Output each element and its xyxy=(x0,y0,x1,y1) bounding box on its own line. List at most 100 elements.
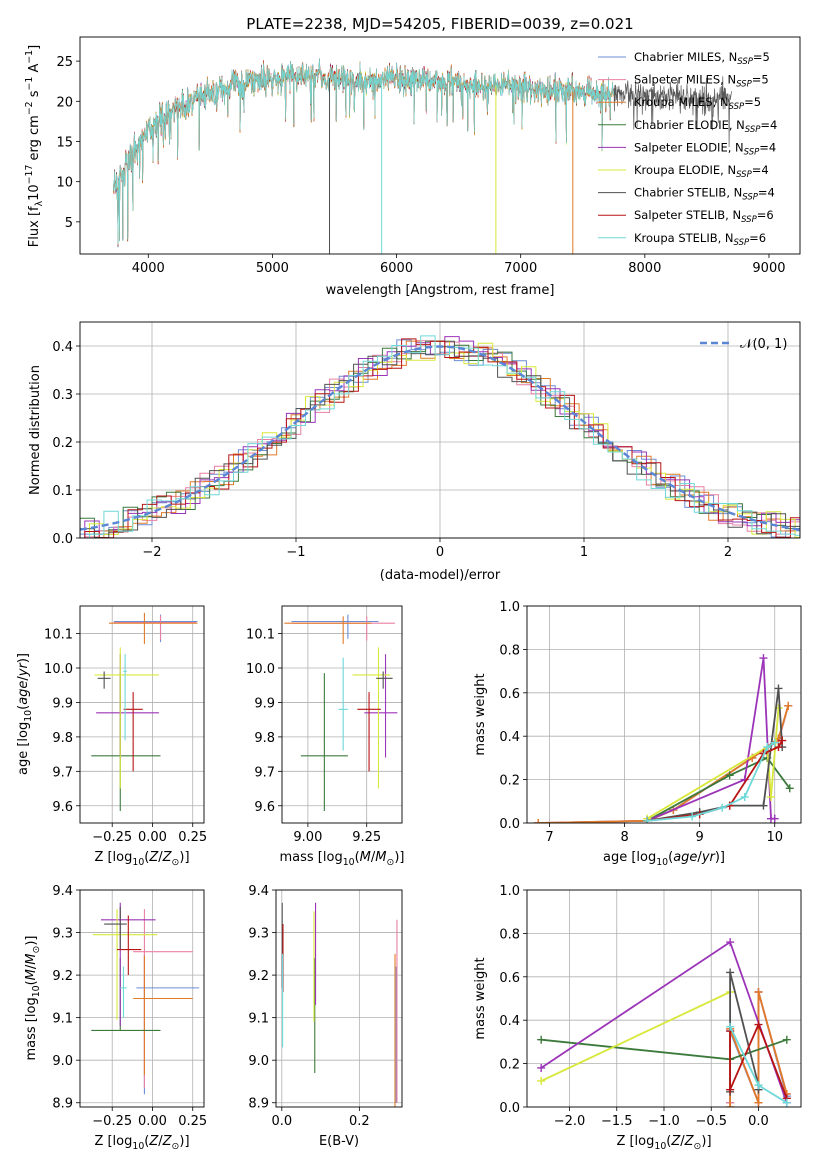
age_vs_mass-xlabel-part: ⊙ xyxy=(387,857,395,868)
weight_vs_age-line-kroupa-stelib-marker xyxy=(688,812,697,821)
spectrum-xlabel: wavelength [Angstrom, rest frame] xyxy=(326,283,555,298)
weight_vs_age-ylabel: mass weight xyxy=(473,673,488,755)
mass_vs_Z-ytick-label: 9.4 xyxy=(52,884,73,899)
weight_vs_age-xlabel-part: age [log xyxy=(603,850,656,865)
legend-label-part: Salpeter ELODIE, N xyxy=(634,140,744,154)
mass_vs_ebv-frame xyxy=(275,889,403,1108)
legend-label-part: =6 xyxy=(749,231,766,245)
residuals-axes: −2 −1 0 1 2 0.0 0.1 0.2 0.3 0.4 xyxy=(52,322,800,560)
mass_vs_Z-axes: −0.25 0.00 0.25 8.9 9.0 9.1 9.2 9.3 9.4 xyxy=(52,884,207,1129)
mass_vs_ebv-ytick-label: 9.2 xyxy=(248,969,269,984)
spectrum-ytick-label: 25 xyxy=(56,55,73,70)
weight_vs_age-ytick-label: 0.8 xyxy=(499,643,520,658)
age_vs_Z-xlabel-part: ( xyxy=(144,850,149,865)
weight_vs_Z-line-chabrier-stelib-marker xyxy=(726,968,735,977)
clip-wa-group xyxy=(534,654,794,823)
weight_vs_age-xtick-label: 10 xyxy=(766,830,783,845)
legend-label-part: SSP xyxy=(745,125,761,135)
weight_vs_age-ytick-label: 0.4 xyxy=(499,730,520,745)
weight_vs_Z-ytick-label: 0.8 xyxy=(499,927,520,942)
weight_vs_Z-xlabel-part: ⊙ xyxy=(694,1141,702,1152)
spectrum-xtick-label: 8000 xyxy=(628,261,661,276)
normal-curve xyxy=(80,345,800,531)
mass_vs_Z-ytick-label: 9.0 xyxy=(52,1054,73,1069)
weight_vs_Z-axes: −2.0 −1.5 −1.0 −0.5 0.0 0.0 0.2 0.4 0.6 0.8 1.0 xyxy=(499,884,801,1129)
spectrum-xtick-label: 9000 xyxy=(752,261,785,276)
age_vs_Z-ytick-label: 9.6 xyxy=(52,800,73,815)
spectrum-ytick-label: 20 xyxy=(56,95,73,110)
legend-label: Salpeter STELIB, NSSP=6 xyxy=(634,208,774,225)
mass_vs_ebv-ytick-label: 9.4 xyxy=(248,884,269,899)
legend-label-part: =6 xyxy=(757,208,774,222)
mass_vs_ebv-ytick-label: 9.0 xyxy=(248,1054,269,1069)
legend-label: Salpeter ELODIE, NSSP=4 xyxy=(634,140,776,157)
weight_vs_Z-line-salpeter-stelib-marker xyxy=(754,1020,763,1029)
weight_vs_age-line-kroupa-elodie xyxy=(646,707,780,820)
mass_vs_ebv-ytick-label: 8.9 xyxy=(248,1097,269,1112)
age_vs_Z-axes: −0.25 0.00 0.25 9.6 9.7 9.8 9.9 10.0 10.1 xyxy=(44,606,207,845)
age_vs_mass-ytick-label: 9.9 xyxy=(254,696,275,711)
age_vs_mass-xtick-label: 9.25 xyxy=(352,830,381,845)
mass_vs_Z-xlabel-part: Z [log xyxy=(94,1134,132,1149)
weight_vs_age-line-kroupa-miles-marker xyxy=(534,819,543,823)
mass_vs_Z-ytick-label: 9.3 xyxy=(52,927,73,942)
mass_vs_ebv-xlabel-part: E(B-V) xyxy=(319,1134,359,1149)
weight_vs_Z-xlabel: Z [log10(Z/Z⊙)] xyxy=(616,1134,711,1152)
legend-label: Kroupa ELODIE, NSSP=4 xyxy=(634,163,769,180)
clip-az-group xyxy=(91,612,198,811)
mass_vs_Z-xtick-label: 0.00 xyxy=(138,1114,167,1129)
mass_vs_Z-xlabel-part: Z xyxy=(162,1134,173,1149)
weight_vs_age-line-kroupa-elodie-marker xyxy=(766,792,775,801)
age_vs_Z-xlabel: Z [log10(Z/Z⊙)] xyxy=(94,850,189,868)
weight_vs_Z-line-chabrier-elodie-marker xyxy=(537,1035,546,1044)
mass_vs_ebv-axes: 0.0 0.2 8.9 9.0 9.1 9.2 9.3 9.4 xyxy=(248,884,402,1129)
clip-wz-group xyxy=(537,938,791,1107)
weight_vs_age-ytick-label: 0.6 xyxy=(499,687,520,702)
legend-label-part: Salpeter MILES, N xyxy=(634,73,736,87)
age_vs_mass-ytick-label: 10.1 xyxy=(246,628,275,643)
weight_vs_Z-ytick-label: 0.6 xyxy=(499,971,520,986)
age_vs_Z-xlabel-part: ⊙ xyxy=(172,857,180,868)
spectrum-ylabel-part: −17 xyxy=(24,165,35,185)
age_vs_Z-ylabel-part: ( xyxy=(16,705,31,710)
mass_vs_Z-ylabel-part: / xyxy=(24,964,39,969)
legend-label-part: SSP xyxy=(729,102,745,112)
spectrum-ylabel-part: −2 xyxy=(24,101,35,115)
legend-label: Chabrier MILES, NSSP=5 xyxy=(634,50,770,67)
weight_vs_Z-xlabel-part: )] xyxy=(701,1134,711,1149)
mass_vs_ebv-xlabel: E(B-V) xyxy=(319,1134,359,1149)
weight_vs_age-line-salpeter-stelib-marker xyxy=(778,736,787,745)
clip-me-group xyxy=(281,902,398,1107)
weight_vs_Z-xtick-label: −0.5 xyxy=(695,1114,727,1129)
legend-label: Kroupa MILES, NSSP=5 xyxy=(634,95,761,112)
legend-label-part: =4 xyxy=(752,163,769,177)
legend-label-part: SSP xyxy=(736,80,752,90)
weight_vs_Z-xtick-label: 0.0 xyxy=(748,1114,769,1129)
mass_vs_Z-frame xyxy=(79,889,205,1108)
weight_vs_Z-xlabel-part: / xyxy=(680,1134,685,1149)
age_vs_Z-xtick-label: 0.00 xyxy=(138,830,167,845)
legend-label-part: Kroupa ELODIE, N xyxy=(634,163,736,177)
weight_vs_Z-line-kroupa-elodie xyxy=(540,991,731,1082)
age_vs_Z-ylabel-part: )] xyxy=(16,653,31,663)
weight_vs_Z-ytick-label: 0.4 xyxy=(499,1014,520,1029)
age_vs_Z-ytick-label: 10.0 xyxy=(44,662,73,677)
weight_vs_Z-line-salpeter-elodie-marker xyxy=(537,1063,546,1072)
age_vs_Z-ylabel-part: age xyxy=(16,681,31,705)
age_vs_mass-xtick-label: 9.00 xyxy=(293,830,322,845)
mass_vs_Z-xtick-label: −0.25 xyxy=(92,1114,132,1129)
legend-label-part: Chabrier MILES, N xyxy=(634,50,737,64)
mass_vs_Z-xlabel-part: 10 xyxy=(132,1141,144,1152)
residuals-legend-label: 𝒩(0, 1) xyxy=(740,337,787,352)
age_vs_Z-xlabel-part: Z xyxy=(148,850,159,865)
residuals-xlabel: (data-model)/error xyxy=(380,568,501,583)
weight_vs_Z-ytick-label: 0.0 xyxy=(499,1101,520,1116)
legend-label-part: Chabrier STELIB, N xyxy=(634,186,742,200)
weight_vs_age-line-salpeter-elodie-marker xyxy=(770,814,779,823)
residuals-ylabel: Normed distribution xyxy=(28,365,43,495)
clip-mz-group xyxy=(91,902,200,1095)
weight_vs_age-xlabel-part: yr xyxy=(701,850,717,865)
age_vs_mass-xlabel-part: / xyxy=(371,850,376,865)
spectrum-ylabel-part: Flux [f xyxy=(27,206,42,247)
mass_vs_ebv-xtick-label: 0.0 xyxy=(271,1114,292,1129)
